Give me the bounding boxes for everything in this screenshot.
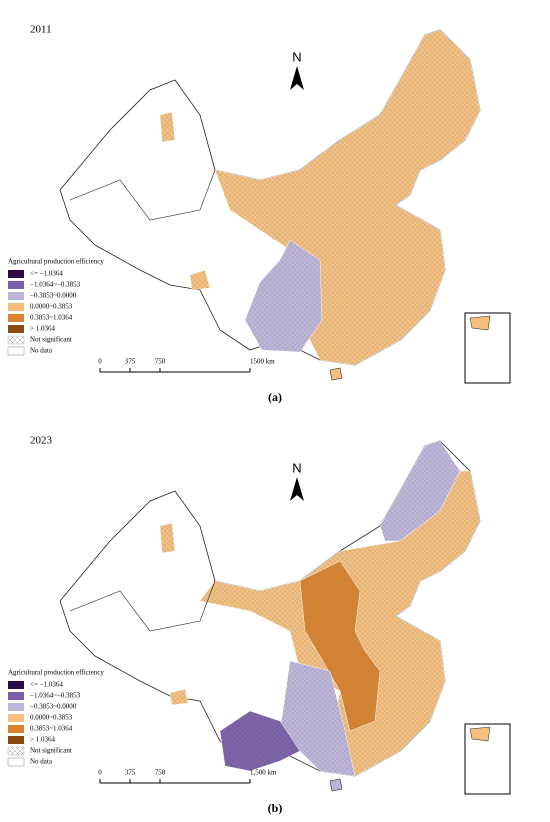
inset-land — [469, 726, 491, 742]
region-hatch — [160, 523, 175, 553]
legend-label: 0.0000~0.3853 — [30, 714, 73, 722]
hainan — [329, 367, 343, 381]
region-hatch — [170, 689, 188, 705]
region-hatch — [190, 270, 210, 290]
legend-swatch — [7, 746, 25, 756]
region-hatch — [380, 441, 460, 541]
legend-label: 0.3853~1.0364 — [30, 725, 73, 733]
legend-swatch — [8, 325, 24, 333]
region-hatch — [245, 240, 322, 352]
caption: (a) — [268, 390, 282, 404]
scale-label: 0 — [98, 769, 102, 777]
scale-label: 375 — [125, 358, 136, 366]
legend-label: > 1.0364 — [30, 736, 55, 744]
north-label: N — [292, 460, 301, 475]
legend-label: −1.0364~−0.3853 — [30, 692, 81, 700]
map-panel: 2023 N Agricultural production efficiency <… — [7, 435, 511, 815]
legend-title: Agricultural production efficiency — [8, 258, 104, 266]
scale-label: 750 — [155, 358, 166, 366]
scale-label: 375 — [125, 769, 136, 777]
legend-swatch — [8, 270, 24, 278]
year-label: 2011 — [30, 24, 52, 36]
legend-swatch — [8, 714, 24, 722]
inset-land — [469, 315, 491, 331]
legend-label: No data — [30, 758, 53, 766]
region-hatch — [280, 661, 355, 776]
legend-label: −1.0364~−0.3853 — [30, 281, 81, 289]
region-hatch — [220, 711, 300, 771]
legend-swatch — [8, 681, 24, 689]
region-hatch — [160, 112, 175, 142]
region-hatch — [215, 30, 480, 365]
scale-label: 0 — [98, 358, 102, 366]
legend-label: > 1.0364 — [30, 325, 55, 333]
legend-swatch — [8, 736, 24, 744]
borders — [69, 169, 216, 221]
year-label: 2023 — [30, 435, 53, 447]
legend-swatch — [8, 314, 24, 322]
scale-label: 1500 km — [250, 358, 275, 366]
legend-swatch — [7, 757, 25, 767]
legend-swatch — [8, 725, 24, 733]
legend-label: <= −1.0364 — [30, 270, 63, 278]
region-hatch — [300, 561, 380, 731]
legend-swatch — [7, 346, 25, 356]
north-label: N — [292, 49, 301, 64]
legend-swatch — [8, 281, 24, 289]
legend-label: Not significant — [30, 336, 72, 344]
legend-swatch — [8, 703, 24, 711]
legend-swatch — [8, 303, 24, 311]
legend-label: <= −1.0364 — [30, 681, 63, 689]
legend-title: Agricultural production efficiency — [8, 669, 104, 677]
north-arrow — [290, 477, 304, 501]
scale-label: 1,500 km — [250, 769, 277, 777]
legend-swatch — [8, 292, 24, 300]
borders — [69, 580, 216, 632]
legend-label: No data — [30, 347, 53, 355]
legend-swatch — [8, 692, 24, 700]
north-arrow — [290, 66, 304, 90]
legend-swatch — [7, 335, 25, 345]
scale-label: 750 — [155, 769, 166, 777]
legend-label: 0.0000~0.3853 — [30, 303, 73, 311]
legend-label: 0.3853~1.0364 — [30, 314, 73, 322]
hainan — [329, 778, 343, 792]
map — [59, 440, 481, 792]
map-panel: 2011 N Agricultural production efficiency <… — [7, 24, 511, 404]
legend-label: −0.3853~0.0000 — [30, 703, 77, 711]
legend-label: −0.3853~0.0000 — [30, 292, 77, 300]
caption: (b) — [268, 801, 283, 815]
map — [59, 29, 481, 381]
legend-label: Not significant — [30, 747, 72, 755]
